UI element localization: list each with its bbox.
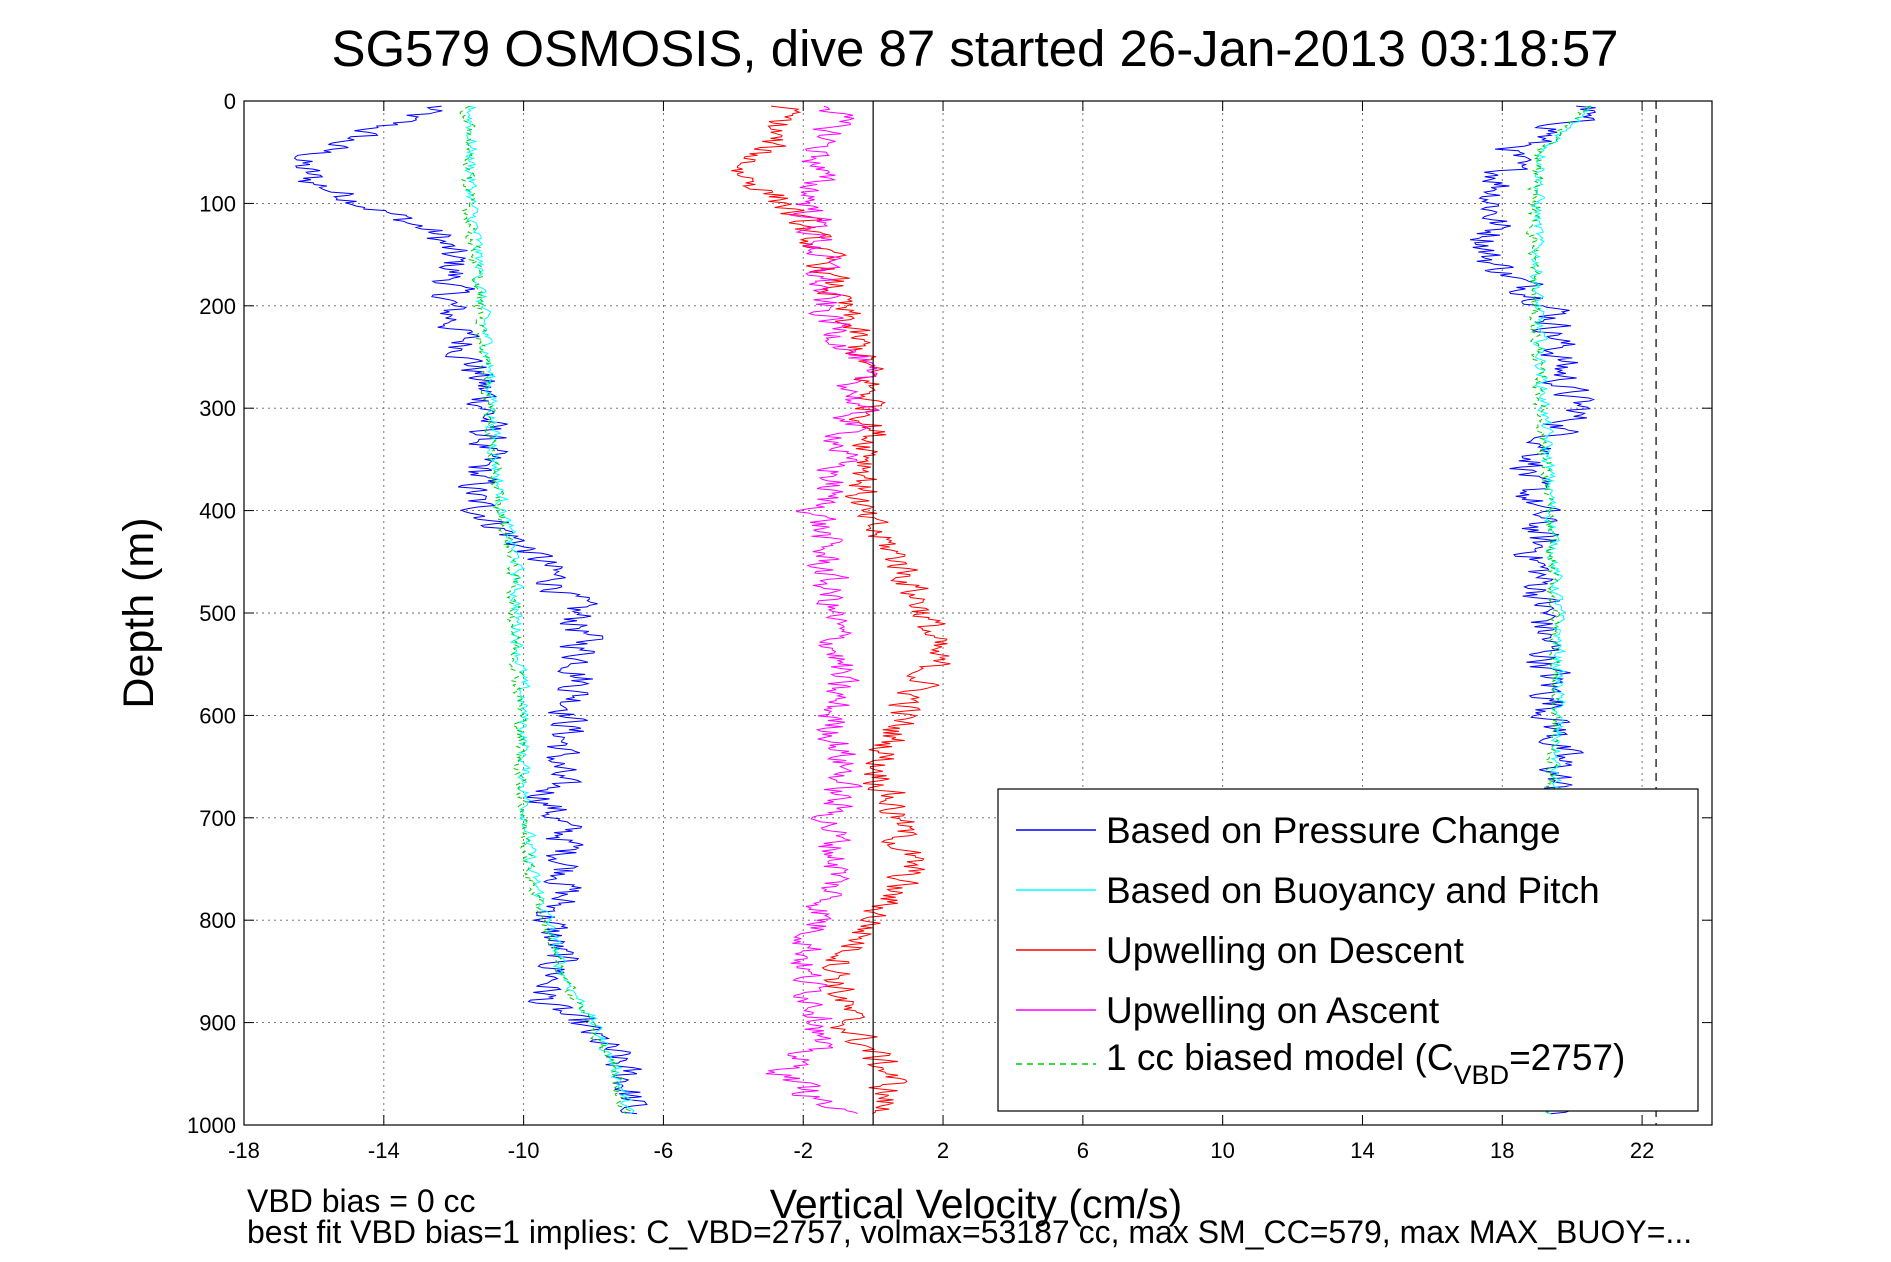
legend-model-label: 1 cc biased model (CVBD=2757) bbox=[1106, 1037, 1625, 1090]
x-tick-label: -6 bbox=[654, 1138, 674, 1163]
series-upwelling-on-descent bbox=[731, 105, 951, 1115]
legend-label: Upwelling on Descent bbox=[1106, 930, 1465, 971]
legend-label: Upwelling on Ascent bbox=[1106, 990, 1440, 1031]
y-axis-label: Depth (m) bbox=[115, 517, 163, 708]
x-tick-label: -2 bbox=[793, 1138, 813, 1163]
legend-label: Based on Buoyancy and Pitch bbox=[1106, 870, 1600, 911]
ticks: -18 -14 -10 -6 -2 2 6 10 14 18 22 0 100 200 300 400 500 6… bbox=[187, 89, 1712, 1163]
footer-fit-note: best fit VBD bias=1 implies: C_VBD=2757,… bbox=[247, 1214, 1692, 1250]
y-tick-label: 500 bbox=[199, 601, 236, 626]
x-tick-label: 22 bbox=[1630, 1138, 1654, 1163]
y-tick-label: 800 bbox=[199, 908, 236, 933]
y-tick-label: 100 bbox=[199, 191, 236, 216]
series-line-down bbox=[731, 105, 951, 1115]
x-tick-label: -14 bbox=[368, 1138, 400, 1163]
y-tick-label: 200 bbox=[199, 294, 236, 319]
x-tick-label: 18 bbox=[1490, 1138, 1514, 1163]
y-tick-label: 0 bbox=[224, 89, 236, 114]
y-tick-label: 600 bbox=[199, 703, 236, 728]
legend-model-suffix: =2757) bbox=[1509, 1037, 1625, 1078]
x-tick-label: -18 bbox=[228, 1138, 260, 1163]
series-line-down bbox=[464, 105, 635, 1115]
x-tick-label: 10 bbox=[1210, 1138, 1234, 1163]
x-tick-label: -10 bbox=[508, 1138, 540, 1163]
y-tick-label: 700 bbox=[199, 806, 236, 831]
x-tick-label: 2 bbox=[937, 1138, 949, 1163]
y-tick-label: 300 bbox=[199, 396, 236, 421]
chart-title: SG579 OSMOSIS, dive 87 started 26-Jan-20… bbox=[331, 20, 1618, 77]
legend-box bbox=[997, 788, 1699, 1112]
series-line-up bbox=[765, 105, 881, 1115]
x-tick-label: 6 bbox=[1077, 1138, 1089, 1163]
y-tick-label: 1000 bbox=[187, 1113, 236, 1138]
legend-model-prefix: 1 cc biased model (C bbox=[1106, 1037, 1454, 1078]
legend-entries: Based on Pressure Change Based on Buoyanc… bbox=[1016, 810, 1600, 1031]
legend: Based on Pressure Change Based on Buoyanc… bbox=[997, 788, 1699, 1112]
series-line-down bbox=[293, 105, 648, 1115]
legend-label: Based on Pressure Change bbox=[1106, 810, 1561, 851]
series-upwelling-on-ascent bbox=[765, 105, 881, 1115]
legend-model-subscript: VBD bbox=[1454, 1060, 1510, 1090]
y-tick-label: 900 bbox=[199, 1011, 236, 1036]
y-tick-label: 400 bbox=[199, 499, 236, 524]
x-tick-label: 14 bbox=[1350, 1138, 1374, 1163]
reference-lines bbox=[872, 101, 1657, 1125]
series-line-down bbox=[459, 105, 632, 1115]
x-axis-label: Vertical Velocity (cm/s) bbox=[770, 1181, 1182, 1227]
footer-bias-note: VBD bias = 0 cc bbox=[247, 1183, 476, 1219]
